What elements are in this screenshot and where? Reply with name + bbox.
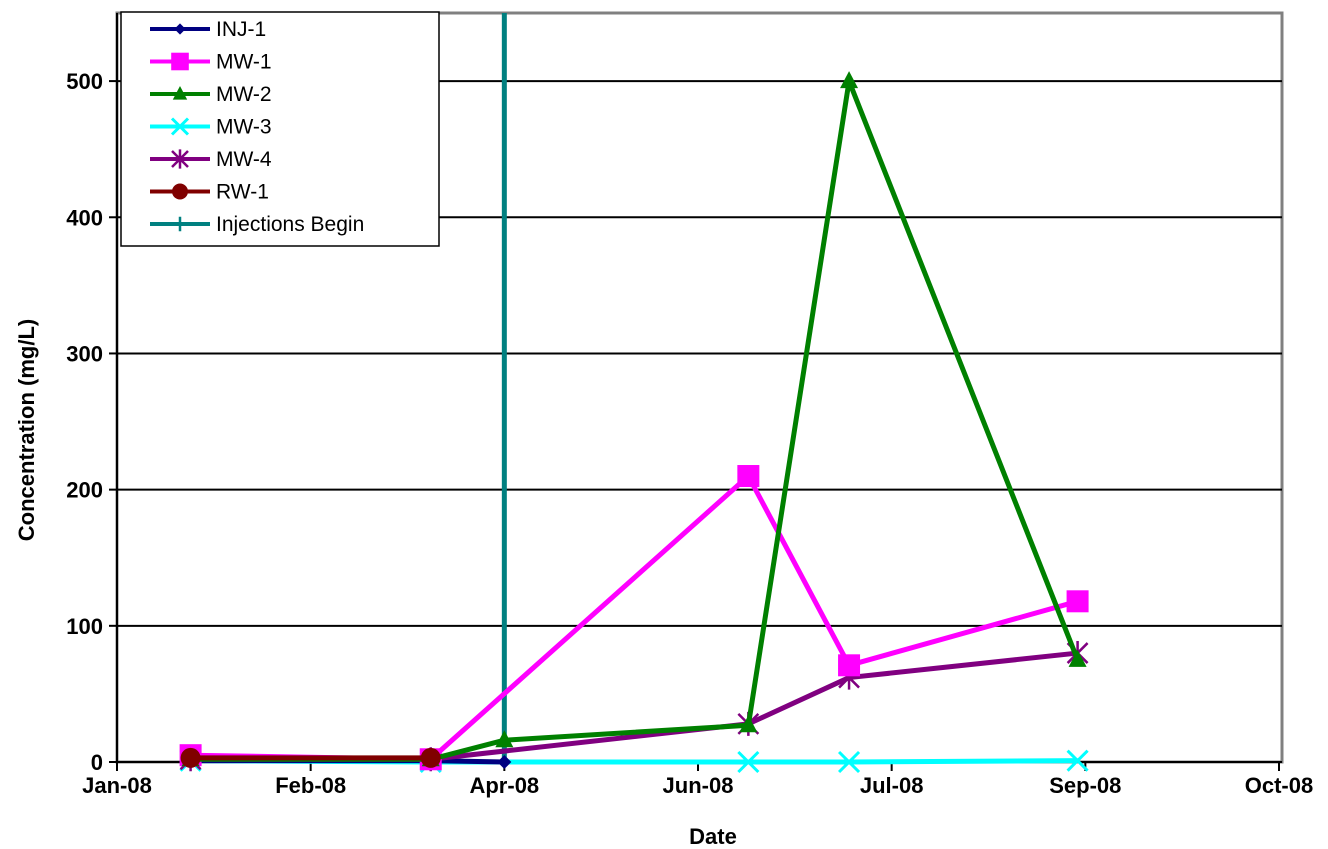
legend-swatch-marker [171,52,189,71]
series-layer [179,13,1089,774]
legend-swatch-marker [170,117,190,136]
data-point [1068,649,1087,667]
y-axis: 0 100 200 300 400 500 [66,13,118,775]
y-tick-label: 100 [66,614,103,639]
data-point [737,750,760,774]
legend-swatch-marker [174,23,186,35]
y-tick-label: 0 [91,750,103,775]
x-tick-label: Sep-08 [1049,773,1121,798]
legend-swatch-marker [172,86,188,100]
legend-label: MW-1 [216,51,272,74]
legend-swatch-marker [172,183,188,200]
x-tick-label: Apr-08 [469,773,539,798]
x-axis-title: Date [689,824,737,849]
legend-label: INJ-1 [216,18,266,41]
data-point [1066,590,1089,613]
data-point [840,71,859,89]
legend-swatch-marker [171,149,189,169]
y-tick-label: 400 [66,205,103,230]
legend-box [120,11,440,247]
data-point [737,465,760,488]
data-point [1066,749,1089,772]
y-tick-label: 300 [66,341,103,366]
legend-label: Injections Begin [216,213,364,236]
data-point [420,747,441,768]
series-rw-1 [180,747,441,768]
data-point [837,750,861,774]
data-point [739,715,758,733]
y-tick-label: 200 [66,478,103,503]
x-tick-label: Jul-08 [860,773,924,798]
x-tick-label: Jan-08 [82,773,152,798]
legend-swatch-marker [172,216,188,232]
data-point [495,730,514,748]
y-axis-title: Concentration (mg/L) [14,319,39,541]
data-point [838,654,861,677]
x-axis: Jan-08 Feb-08 Apr-08 Jun-08 Jul-08 Sep-08 Oct-… [82,761,1313,798]
legend: INJ-1 MW-1 MW-2 MW-3 MW-4 RW-1 Injections Begi… [120,11,440,247]
data-point [497,755,512,769]
y-tick-label: 500 [66,69,103,94]
x-tick-label: Oct-08 [1245,773,1313,798]
x-tick-label: Jun-08 [663,773,734,798]
data-point [180,747,201,768]
legend-label: MW-4 [216,148,272,171]
legend-label: RW-1 [216,181,269,204]
legend-label: MW-3 [216,116,272,139]
legend-label: MW-2 [216,83,272,106]
x-tick-label: Feb-08 [275,773,346,798]
